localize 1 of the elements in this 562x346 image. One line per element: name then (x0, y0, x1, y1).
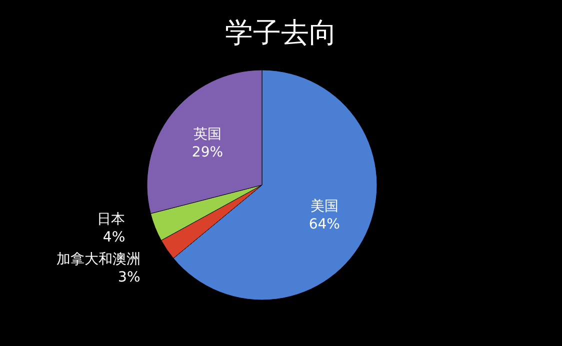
title: 学子去向 (225, 16, 337, 49)
